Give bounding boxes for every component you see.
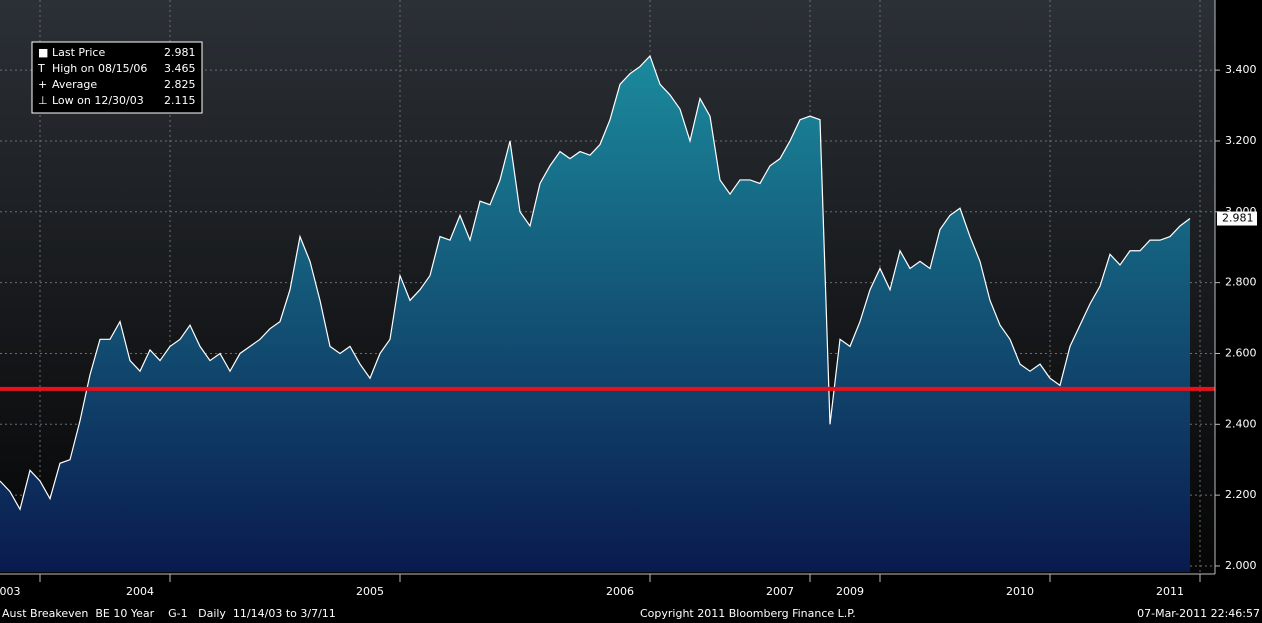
y-tick-label: 2.600: [1225, 346, 1257, 359]
legend-icon: +: [38, 78, 47, 91]
legend-icon: ■: [38, 46, 48, 59]
y-tick-label: 2.800: [1225, 276, 1257, 289]
legend-icon: T: [37, 62, 45, 75]
legend-value: 2.981: [164, 46, 196, 59]
footer-left: Aust Breakeven BE 10 Year G-1 Daily 11/1…: [2, 607, 336, 620]
x-tick-label: 2005: [356, 585, 384, 598]
x-tick-label: 2009: [836, 585, 864, 598]
legend-value: 2.115: [164, 94, 196, 107]
x-tick-label: 2011: [1156, 585, 1184, 598]
x-tick-label: 2010: [1006, 585, 1034, 598]
legend-box: [31, 41, 203, 114]
y-tick-label: 2.400: [1225, 417, 1257, 430]
legend-label: Average: [52, 78, 97, 91]
legend-value: 2.825: [164, 78, 196, 91]
x-tick-label: 2004: [126, 585, 154, 598]
area: [0, 55, 1190, 572]
price-line: [0, 54, 1191, 511]
x-tick-label: 2007: [766, 585, 794, 598]
legend-label: Low on 12/30/03: [52, 94, 144, 107]
legend-label: Last Price: [52, 46, 105, 59]
axis-background: [1215, 0, 1262, 574]
legend-value: 3.465: [164, 62, 196, 75]
footer-copyright: Copyright 2011 Bloomberg Finance L.P.: [640, 607, 856, 620]
x-tick-label: 2006: [606, 585, 634, 598]
y-tick-label: 3.200: [1225, 134, 1257, 147]
y-tick-label: 2.200: [1225, 488, 1257, 501]
y-tick-label: 3.400: [1225, 63, 1257, 76]
footer-bar: [0, 604, 1262, 623]
legend-icon: ⊥: [38, 94, 48, 107]
legend-label: High on 08/15/06: [52, 62, 147, 75]
y-tick-label: 2.000: [1225, 559, 1257, 572]
x-tick-label: 003: [0, 585, 21, 598]
last-price-label: 2.981: [1222, 212, 1254, 225]
footer-date: 07-Mar-2011 22:46:57: [1137, 607, 1260, 620]
last-price-box: [1217, 211, 1257, 226]
